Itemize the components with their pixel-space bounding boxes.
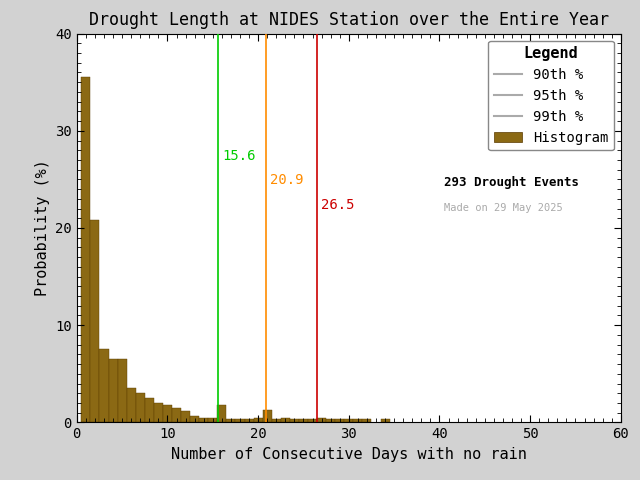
Bar xyxy=(136,393,145,422)
Bar xyxy=(154,403,163,422)
Bar xyxy=(244,420,253,422)
Bar xyxy=(236,420,244,422)
Bar xyxy=(362,420,371,422)
Text: 20.9: 20.9 xyxy=(270,173,303,187)
Bar xyxy=(118,359,127,422)
Bar xyxy=(163,405,172,422)
Bar xyxy=(109,359,118,422)
Text: 15.6: 15.6 xyxy=(222,149,255,163)
Bar xyxy=(208,418,218,422)
Bar xyxy=(199,418,208,422)
Text: Made on 29 May 2025: Made on 29 May 2025 xyxy=(444,203,563,213)
Title: Drought Length at NIDES Station over the Entire Year: Drought Length at NIDES Station over the… xyxy=(89,11,609,29)
Legend: 90th %, 95th %, 99th %, Histogram: 90th %, 95th %, 99th %, Histogram xyxy=(488,40,614,150)
Bar xyxy=(308,420,317,422)
Bar xyxy=(81,77,90,422)
Bar xyxy=(281,418,290,422)
Text: 26.5: 26.5 xyxy=(321,198,354,212)
Bar xyxy=(326,420,335,422)
Bar xyxy=(299,420,308,422)
Bar xyxy=(99,349,109,422)
Bar xyxy=(272,420,281,422)
Bar xyxy=(172,408,181,422)
Bar xyxy=(290,420,299,422)
Bar xyxy=(190,416,199,422)
Bar xyxy=(262,410,272,422)
Bar xyxy=(317,418,326,422)
X-axis label: Number of Consecutive Days with no rain: Number of Consecutive Days with no rain xyxy=(171,447,527,462)
Text: 293 Drought Events: 293 Drought Events xyxy=(444,176,579,189)
Bar xyxy=(145,398,154,422)
Bar xyxy=(353,420,362,422)
Bar xyxy=(344,420,353,422)
Bar xyxy=(381,420,390,422)
Bar xyxy=(181,411,190,422)
Bar xyxy=(227,420,236,422)
Bar xyxy=(253,418,262,422)
Bar xyxy=(90,220,99,422)
Y-axis label: Probability (%): Probability (%) xyxy=(35,159,50,297)
Bar xyxy=(218,405,227,422)
Bar xyxy=(335,420,344,422)
Bar xyxy=(127,388,136,422)
